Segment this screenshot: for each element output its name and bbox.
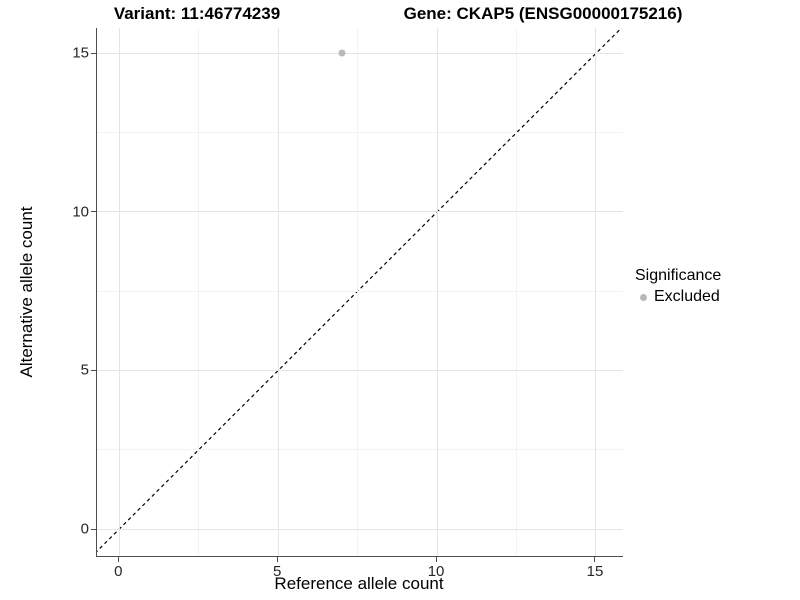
gridline-y-minor xyxy=(97,290,623,292)
gridline-x-major xyxy=(277,28,279,556)
gridline-y-major xyxy=(97,369,623,371)
y-tick-label: 15 xyxy=(72,44,89,62)
y-tick-label: 10 xyxy=(72,203,89,221)
legend: Significance Excluded xyxy=(635,266,721,308)
y-tick-label: 0 xyxy=(80,520,89,538)
legend-key xyxy=(635,289,652,306)
y-tick-label: 5 xyxy=(80,361,89,379)
legend-title: Significance xyxy=(635,267,722,284)
gridline-x-major xyxy=(436,28,438,556)
gridline-y-minor xyxy=(97,132,623,134)
gridline-y-major xyxy=(97,52,623,54)
x-axis-tick xyxy=(276,557,278,562)
x-axis-tick xyxy=(594,557,596,562)
x-axis-label: Reference allele count xyxy=(274,574,444,593)
gridline-x-minor xyxy=(357,28,359,556)
y-axis-tick xyxy=(91,211,96,213)
gridline-x-minor xyxy=(198,28,200,556)
x-axis-tick xyxy=(117,557,119,562)
x-tick-label: 15 xyxy=(586,563,604,580)
data-point xyxy=(338,49,346,57)
gridline-y-major xyxy=(97,211,623,213)
x-tick-label: 10 xyxy=(427,563,445,580)
legend-item-label: Excluded xyxy=(654,288,720,305)
x-tick-label: 5 xyxy=(272,563,282,580)
y-axis-tick xyxy=(91,369,96,371)
gridline-x-major xyxy=(118,28,120,556)
plot-panel xyxy=(96,28,623,557)
legend-items: Excluded xyxy=(635,286,721,308)
x-tick-label: 0 xyxy=(114,563,123,580)
x-axis-tick xyxy=(435,557,437,562)
plot-title-variant: Variant: 11:46774239 xyxy=(113,4,281,23)
y-axis-tick xyxy=(91,52,96,54)
plot-title-gene: Gene: CKAP5 (ENSG00000175216) xyxy=(403,4,683,23)
y-axis-label: Alternative allele count xyxy=(17,206,36,378)
gridline-y-major xyxy=(97,528,623,530)
legend-point-icon xyxy=(640,293,647,301)
gridline-x-minor xyxy=(516,28,518,556)
gridline-x-major xyxy=(595,28,597,556)
identity-dashed-line xyxy=(97,28,623,553)
gridline-y-minor xyxy=(97,449,623,451)
legend-item: Excluded xyxy=(635,286,721,308)
y-axis-tick xyxy=(91,528,96,530)
